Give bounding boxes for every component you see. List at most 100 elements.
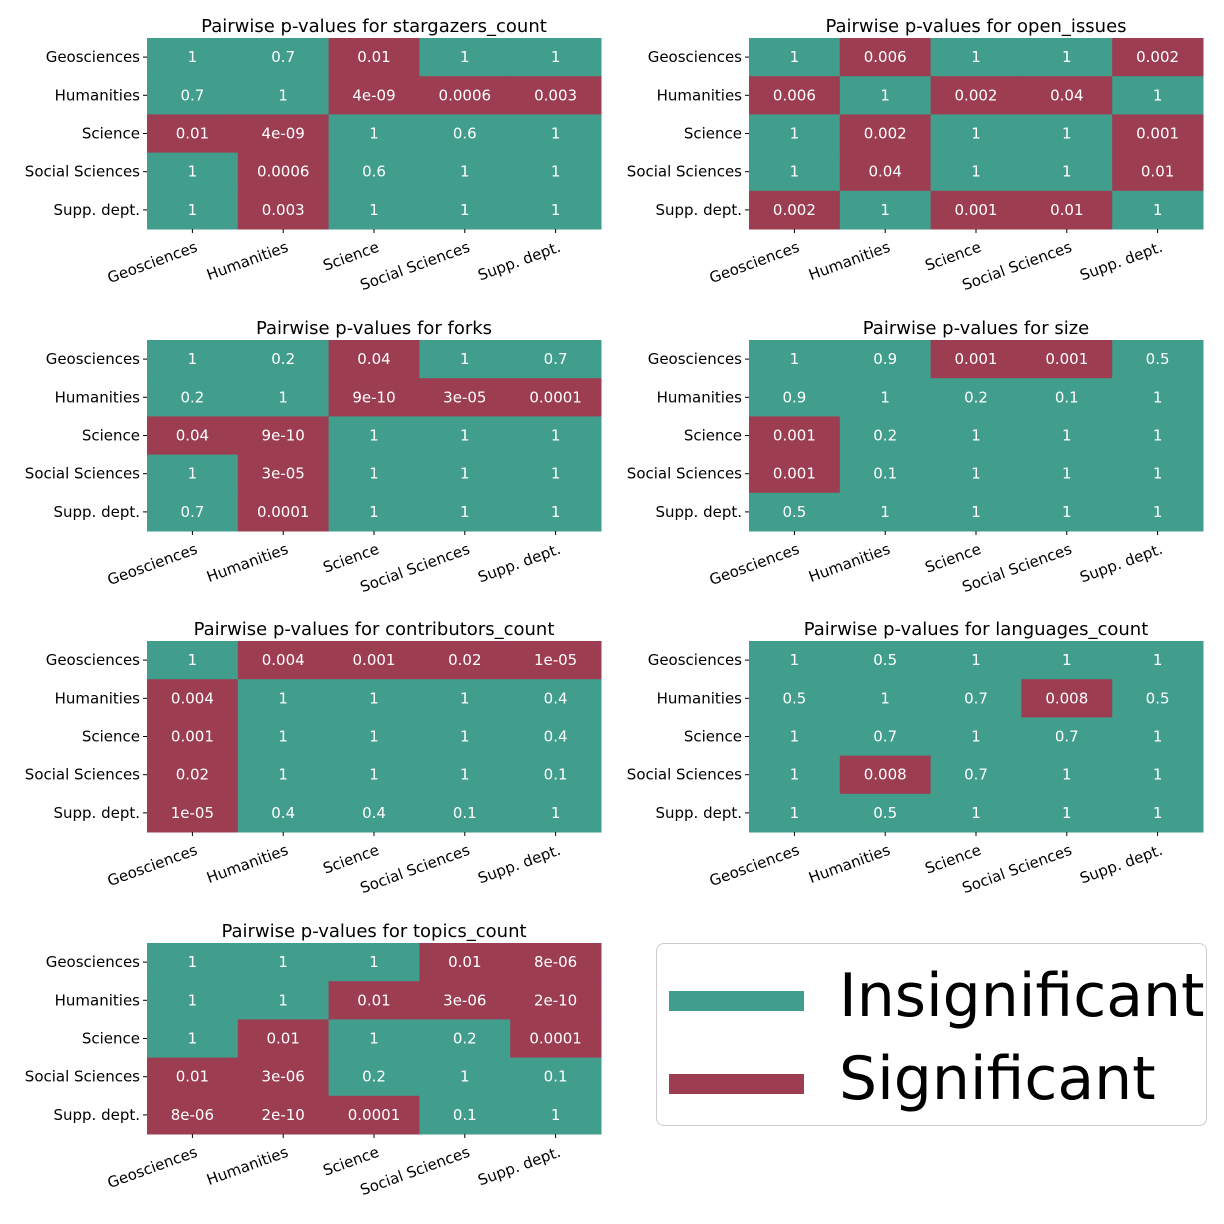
y-tick-label: Science [684, 427, 742, 445]
cell-value-label: 0.01 [266, 1030, 299, 1048]
cell-value-label: 0.0001 [529, 388, 582, 406]
cell-significant [328, 981, 420, 1020]
cell-insignificant [930, 793, 1022, 833]
cell-insignificant [749, 340, 841, 379]
cell-insignificant [1112, 416, 1204, 456]
cell-insignificant [147, 641, 239, 680]
x-tick-label: Humanities [204, 540, 291, 586]
cell-value-label: 1 [1062, 48, 1072, 66]
cell-value-label: 0.004 [171, 689, 214, 707]
cell-insignificant [749, 378, 841, 417]
y-tick-label: Humanities [55, 689, 141, 707]
cell-value-label: 1 [460, 689, 470, 707]
cell-value-label: 0.4 [544, 728, 568, 746]
cell-insignificant [1112, 76, 1204, 115]
cell-value-label: 1 [1153, 201, 1163, 219]
cell-insignificant [1021, 38, 1113, 77]
cell-significant [147, 416, 239, 456]
x-tick-label: Science [923, 238, 984, 275]
cell-significant [419, 641, 511, 680]
cell-value-label: 1 [460, 728, 470, 746]
cell-value-label: 1 [551, 804, 561, 822]
x-tick-label: Supp. dept. [475, 540, 562, 587]
cell-value-label: 0.01 [448, 953, 481, 971]
cell-insignificant [839, 641, 932, 680]
cell-insignificant [1021, 152, 1113, 192]
cell-value-label: 1 [460, 766, 470, 784]
y-tick-label: Social Sciences [627, 766, 742, 784]
cell-insignificant [510, 190, 602, 230]
cell-value-label: 1 [460, 201, 470, 219]
cell-value-label: 1 [551, 125, 561, 143]
cell-value-label: 0.01 [176, 125, 209, 143]
cell-insignificant [328, 1019, 420, 1059]
cell-insignificant [749, 717, 841, 757]
cell-value-label: 0.1 [1055, 388, 1079, 406]
cell-significant [237, 1095, 330, 1135]
cell-value-label: 1 [971, 125, 981, 143]
cell-value-label: 0.001 [955, 350, 998, 368]
cell-insignificant [839, 76, 932, 115]
cell-value-label: 1 [460, 503, 470, 521]
cell-insignificant [510, 1057, 602, 1097]
cell-insignificant [328, 793, 420, 833]
cell-significant [237, 416, 330, 456]
cell-value-label: 3e-05 [443, 388, 486, 406]
cell-value-label: 0.7 [964, 689, 988, 707]
cell-significant [237, 152, 330, 192]
panel-title: Pairwise p-values for forks [256, 318, 492, 339]
cell-value-label: 1 [1062, 766, 1072, 784]
x-tick-label: Science [923, 841, 984, 878]
cell-value-label: 0.02 [176, 766, 209, 784]
cell-value-label: 8e-06 [534, 953, 577, 971]
cell-insignificant [328, 492, 420, 532]
cell-value-label: 1 [971, 728, 981, 746]
cell-value-label: 0.001 [773, 427, 816, 445]
cell-value-label: 1 [460, 48, 470, 66]
cell-insignificant [237, 38, 330, 77]
y-tick-label: Geosciences [648, 651, 742, 669]
cell-insignificant [419, 492, 511, 532]
cell-value-label: 1 [971, 503, 981, 521]
cell-insignificant [328, 755, 420, 795]
y-tick-label: Humanities [657, 388, 743, 406]
cell-significant [749, 76, 841, 115]
y-tick-label: Science [82, 427, 140, 445]
cell-insignificant [237, 755, 330, 795]
cell-insignificant [930, 152, 1022, 192]
cell-insignificant [419, 340, 511, 379]
cell-insignificant [930, 416, 1022, 456]
cell-value-label: 1 [278, 766, 288, 784]
cell-significant [147, 1095, 239, 1135]
cell-insignificant [1021, 492, 1113, 532]
cell-insignificant [237, 76, 330, 115]
cell-insignificant [749, 492, 841, 532]
cell-value-label: 1 [460, 350, 470, 368]
cell-value-label: 0.9 [873, 350, 897, 368]
heatmap-panel: Pairwise p-values for forks 1 0.2 0.04 1 0.7 0… [25, 318, 602, 596]
cell-value-label: 0.01 [1050, 201, 1083, 219]
cell-value-label: 0.7 [964, 766, 988, 784]
cell-insignificant [147, 454, 239, 494]
cell-value-label: 1 [1062, 465, 1072, 483]
x-tick-label: Geosciences [105, 238, 200, 287]
cell-significant [237, 1057, 330, 1097]
cell-value-label: 1 [278, 86, 288, 104]
cell-significant [1021, 340, 1113, 379]
cell-insignificant [839, 793, 932, 833]
cell-insignificant [749, 679, 841, 718]
cell-insignificant [1112, 492, 1204, 532]
cell-insignificant [419, 717, 511, 757]
cell-insignificant [749, 793, 841, 833]
cell-insignificant [1021, 717, 1113, 757]
cell-significant [147, 1057, 239, 1097]
cell-value-label: 0.2 [180, 388, 204, 406]
y-tick-label: Supp. dept. [53, 804, 140, 822]
x-tick-label: Geosciences [105, 841, 200, 890]
cell-insignificant [147, 943, 239, 982]
legend-swatch-significant [669, 1074, 804, 1094]
x-tick-label: Humanities [204, 1143, 291, 1189]
cell-insignificant [1112, 755, 1204, 795]
cell-value-label: 1 [1153, 427, 1163, 445]
cell-significant [328, 641, 420, 680]
